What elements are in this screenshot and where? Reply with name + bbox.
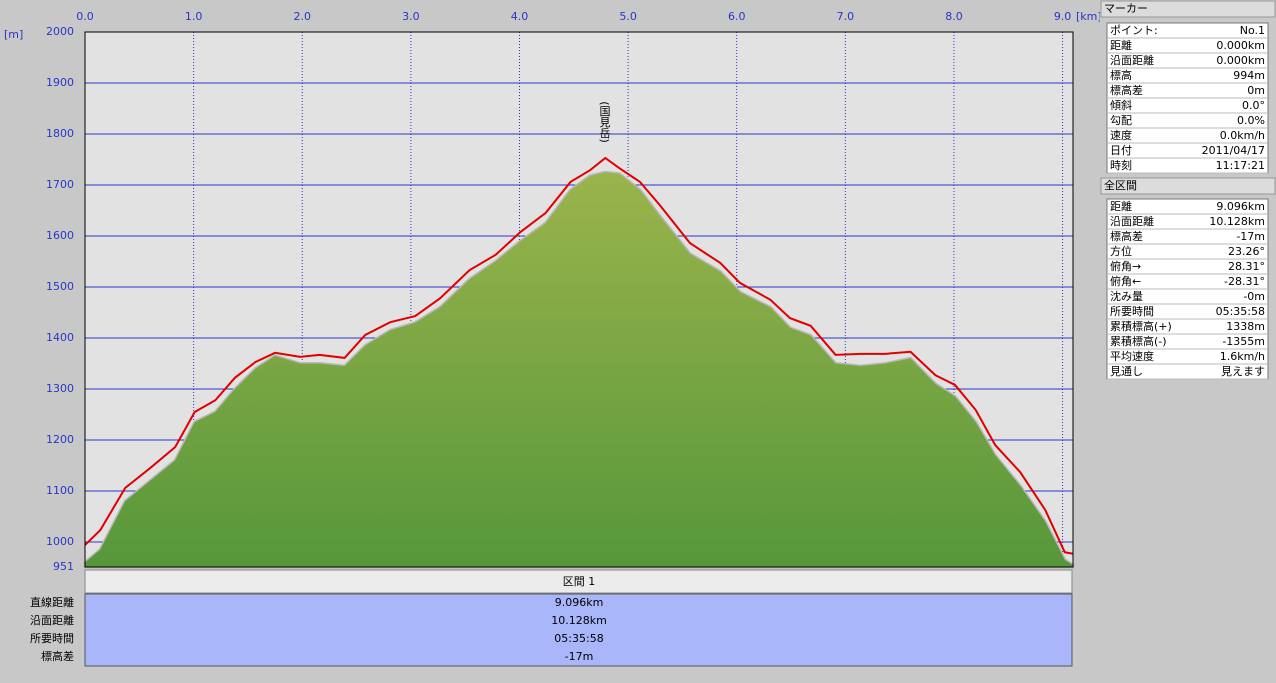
- section-header: 区間 1: [563, 575, 596, 588]
- y-axis-unit: [m]: [4, 28, 23, 41]
- y-tick-label: 1500: [46, 280, 74, 293]
- x-tick-label: 9.0: [1054, 10, 1072, 23]
- panel-label: 傾斜: [1110, 98, 1132, 112]
- panel-value: 1.6km/h: [1220, 350, 1265, 363]
- section-value: 10.128km: [551, 614, 607, 627]
- panel-value: 0.000km: [1216, 39, 1265, 52]
- panel-value: 10.128km: [1209, 215, 1265, 228]
- y-tick-label: 1700: [46, 178, 74, 191]
- section-value: 05:35:58: [554, 632, 603, 645]
- panel-value: 0.0km/h: [1220, 129, 1265, 142]
- panel-label: 俯角→: [1110, 259, 1141, 273]
- section-label: 標高差: [41, 649, 74, 663]
- section-value: -17m: [565, 650, 594, 663]
- x-tick-label: 1.0: [185, 10, 203, 23]
- route-line: [84, 156, 1074, 555]
- x-tick-label: 7.0: [837, 10, 855, 23]
- panel-value: 28.31°: [1228, 260, 1265, 273]
- panel-label: 俯角←: [1110, 274, 1141, 288]
- panel-value: -1355m: [1222, 335, 1265, 348]
- panel-value: 05:35:58: [1216, 305, 1265, 318]
- y-tick-label: 1300: [46, 382, 74, 395]
- y-tick-label: 1200: [46, 433, 74, 446]
- panel-value: 0.0°: [1242, 99, 1265, 112]
- section-label: 所要時間: [30, 632, 74, 645]
- section-value: 9.096km: [555, 596, 604, 609]
- panel-value: 0m: [1247, 84, 1265, 97]
- panel-value: 0.000km: [1216, 54, 1265, 67]
- x-tick-label: 5.0: [619, 10, 637, 23]
- y-tick-label: 951: [53, 560, 74, 573]
- peak-annotation: (国見岳): [598, 101, 611, 143]
- panel-title: 全区間: [1104, 178, 1137, 192]
- panel-label: 標高: [1110, 68, 1132, 82]
- panel-label: 標高差: [1110, 83, 1143, 97]
- panel-label: 所要時間: [1110, 305, 1154, 318]
- y-tick-label: 1800: [46, 127, 74, 140]
- x-tick-label: 3.0: [402, 10, 420, 23]
- panel-label: 勾配: [1110, 114, 1132, 127]
- panel-header-bg: [1100, 0, 1276, 18]
- y-tick-label: 2000: [46, 25, 74, 38]
- section-header-bg: [84, 569, 1073, 594]
- panel-label: 速度: [1110, 128, 1132, 142]
- panel-value: 0.0%: [1237, 114, 1265, 127]
- x-axis-unit: [km]: [1076, 10, 1102, 23]
- panel-label: 見通し: [1110, 365, 1143, 378]
- x-tick-label: 4.0: [511, 10, 529, 23]
- y-tick-label: 1900: [46, 76, 74, 89]
- panel-label: 沿面距離: [1110, 53, 1154, 67]
- terrain-area: [83, 170, 1075, 569]
- panel-label: 方位: [1110, 244, 1132, 258]
- panel-value: 11:17:21: [1216, 159, 1265, 172]
- panel-header-bg: [1100, 177, 1276, 195]
- panel-value: No.1: [1240, 24, 1265, 37]
- panel-label: 平均速度: [1110, 349, 1154, 363]
- panel-label: 累積標高(-): [1110, 334, 1167, 348]
- panel-value: 9.096km: [1216, 200, 1265, 213]
- section-label: 直線距離: [30, 595, 74, 609]
- panel-title: マーカー: [1104, 2, 1148, 15]
- y-tick-label: 1100: [46, 484, 74, 497]
- panel-value: 994m: [1233, 69, 1265, 82]
- panel-label: 累積標高(+): [1110, 319, 1172, 333]
- panel-value: -28.31°: [1224, 275, 1265, 288]
- x-tick-label: 6.0: [728, 10, 746, 23]
- panel-label: 距離: [1110, 38, 1132, 52]
- panel-label: 沈み量: [1110, 289, 1143, 303]
- y-tick-label: 1400: [46, 331, 74, 344]
- panel-value: -0m: [1243, 290, 1265, 303]
- section-body-bg: [84, 593, 1073, 667]
- y-tick-label: 1600: [46, 229, 74, 242]
- panel-value: 23.26°: [1228, 245, 1265, 258]
- panel-label: 標高差: [1110, 229, 1143, 243]
- panel-value: 1338m: [1226, 320, 1265, 333]
- panel-value: -17m: [1236, 230, 1265, 243]
- panel-label: ポイント:: [1110, 24, 1158, 37]
- section-label: 沿面距離: [30, 613, 74, 627]
- y-tick-label: 1000: [46, 535, 74, 548]
- x-tick-label: 0.0: [76, 10, 94, 23]
- panel-label: 日付: [1110, 144, 1132, 157]
- x-tick-label: 2.0: [293, 10, 311, 23]
- panel-label: 時刻: [1110, 158, 1132, 172]
- x-tick-label: 8.0: [945, 10, 963, 23]
- panel-value: 見えます: [1221, 365, 1265, 378]
- panel-label: 沿面距離: [1110, 214, 1154, 228]
- panel-value: 2011/04/17: [1202, 144, 1265, 157]
- plot-border: [84, 31, 1074, 568]
- panel-label: 距離: [1110, 199, 1132, 213]
